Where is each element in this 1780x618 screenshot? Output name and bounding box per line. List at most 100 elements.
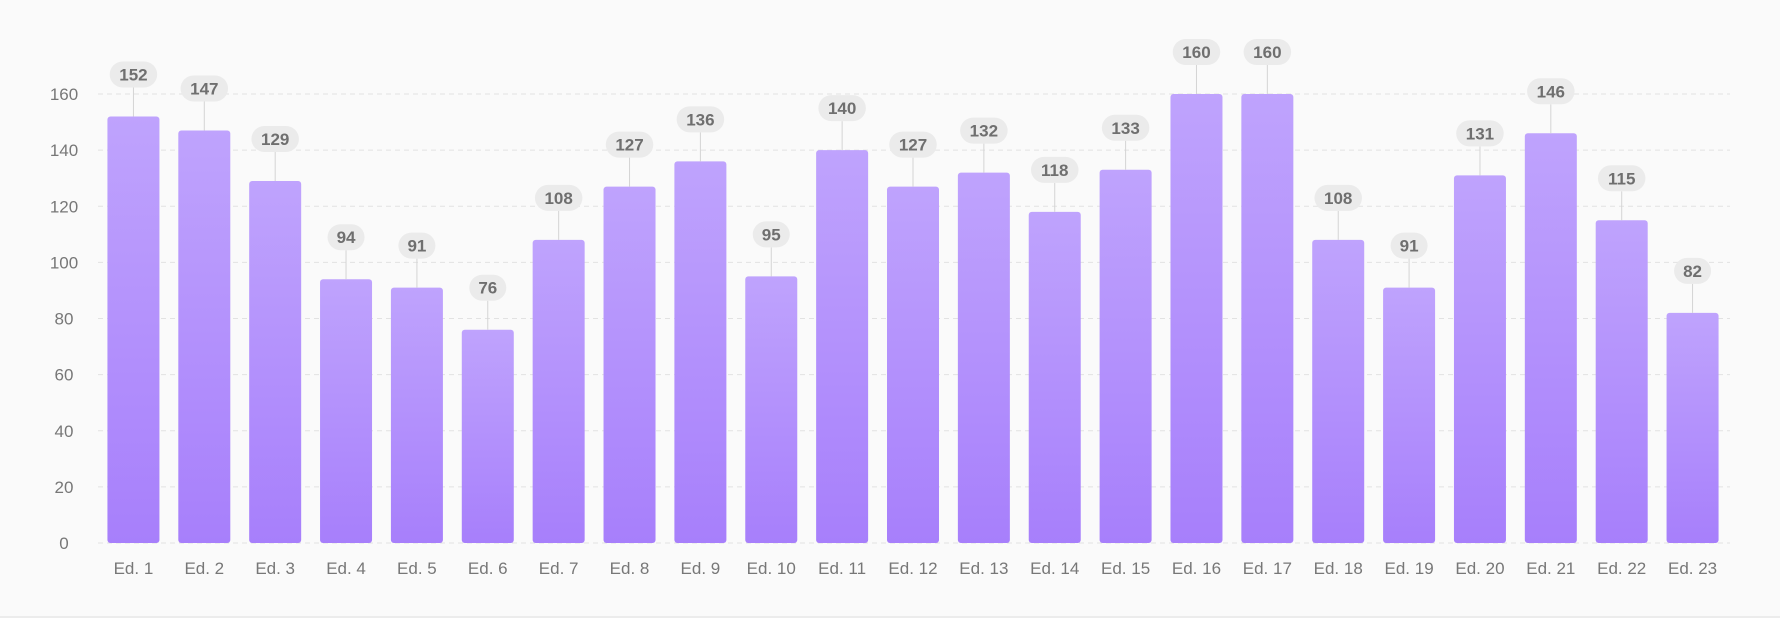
bar [603,186,656,543]
bar [1524,133,1577,543]
x-tick-label: Ed. 16 [1172,559,1221,578]
data-label: 91 [1400,237,1419,256]
y-tick-label: 80 [55,310,74,329]
bar [1383,287,1436,543]
x-tick-label: Ed. 17 [1243,559,1292,578]
x-tick-label: Ed. 21 [1526,559,1575,578]
bar [461,329,514,543]
bar [178,130,231,543]
y-axis-ticks: 0 20 40 60 80 100 120 140 160 [50,85,78,553]
x-tick-label: Ed. 23 [1668,559,1717,578]
bar [390,287,443,543]
data-label: 94 [337,228,356,247]
data-label-pill [398,232,436,259]
bar [1099,169,1152,544]
bar [674,161,727,543]
data-label: 147 [190,79,218,98]
x-tick-label: Ed. 6 [468,559,508,578]
data-label-pill [1030,156,1079,183]
data-label: 76 [478,279,497,298]
bar [1666,312,1719,543]
x-tick-label: Ed. 14 [1030,559,1079,578]
x-tick-label: Ed. 5 [397,559,437,578]
data-label: 140 [828,99,856,118]
x-tick-label: Ed. 2 [184,559,224,578]
data-label: 152 [119,65,147,84]
bar [957,172,1010,543]
bar [1241,94,1294,543]
data-label: 118 [1041,161,1068,180]
bar [1312,239,1365,544]
bar [107,116,160,543]
data-label: 127 [899,136,927,155]
x-tick-label: Ed. 8 [610,559,650,578]
y-tick-label: 20 [55,478,74,497]
x-tick-label: Ed. 13 [959,559,1008,578]
data-label-pill [469,274,507,301]
data-label-pill [818,95,866,122]
data-label-pill [1101,114,1150,141]
x-tick-label: Ed. 9 [681,559,721,578]
data-label: 127 [615,136,643,155]
bar [816,150,869,543]
data-label-pill [960,117,1008,144]
bar [532,239,585,544]
x-tick-label: Ed. 22 [1597,559,1646,578]
data-label-pill [251,125,299,152]
x-tick-label: Ed. 15 [1101,559,1150,578]
x-tick-label: Ed. 4 [326,559,366,578]
x-tick-label: Ed. 12 [888,559,937,578]
data-label-pill [1314,184,1362,211]
y-tick-label: 160 [50,85,78,104]
data-label-pill [1172,39,1221,65]
y-tick-label: 0 [59,534,68,553]
x-tick-label: Ed. 18 [1314,559,1363,578]
data-label-pill [1597,165,1646,192]
bar [1170,94,1223,543]
data-label: 108 [544,189,572,208]
data-label-pill [534,184,583,211]
x-tick-label: Ed. 11 [818,559,866,578]
data-label-pill [1390,232,1428,259]
data-label-pill [1527,78,1575,105]
data-label-pill [1674,257,1712,284]
data-label-pill [752,221,790,248]
data-label-pill [676,106,725,133]
x-tick-label: Ed. 20 [1455,559,1504,578]
bar [745,276,798,543]
data-label: 91 [407,237,426,256]
data-label-pill [327,224,365,251]
data-label: 95 [762,225,781,244]
data-label: 82 [1683,262,1702,281]
y-tick-label: 40 [55,422,74,441]
y-tick-label: 140 [50,141,78,160]
data-label: 160 [1253,43,1281,62]
data-label-pill [1456,120,1504,147]
x-axis-ticks: Ed. 1 Ed. 2 Ed. 3 Ed. 4 Ed. 5 Ed. 6 Ed. 7 Ed. 8… [114,559,1718,578]
data-label: 136 [686,110,714,129]
data-label: 129 [261,130,289,149]
data-label: 146 [1537,82,1565,101]
data-label-pill [605,131,654,158]
data-label: 131 [1466,124,1494,143]
data-label: 132 [970,122,998,141]
bar [1595,220,1648,543]
data-label-pill [889,131,937,158]
bottom-divider [0,616,1780,618]
data-labels: 152 147 129 94 91 76 108 127 136 95 140 127 132 118 13… [109,39,1712,330]
bar [1028,211,1081,544]
y-tick-label: 100 [50,253,78,272]
bars [107,94,1719,544]
bar [1453,175,1506,543]
x-tick-label: Ed. 19 [1385,559,1434,578]
bar [887,186,939,543]
bar [320,279,373,543]
data-label: 108 [1324,189,1352,208]
x-tick-label: Ed. 7 [539,559,579,578]
x-tick-label: Ed. 3 [255,559,295,578]
y-tick-label: 60 [55,366,74,385]
data-label-pill [1243,39,1292,65]
data-label-pill [109,61,158,88]
